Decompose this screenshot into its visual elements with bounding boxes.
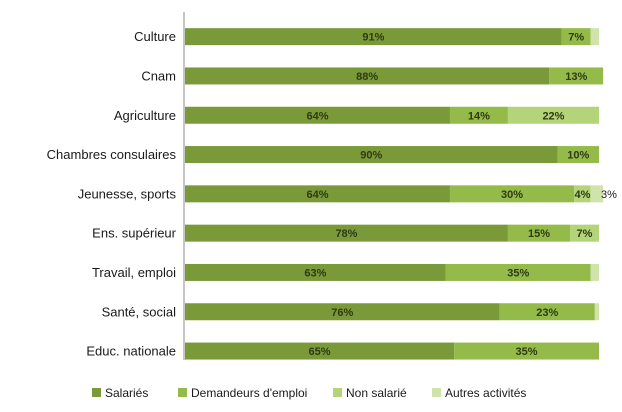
- bar-segment-salaries-cnam: [185, 67, 550, 85]
- data-label: 7%: [577, 228, 593, 240]
- bar-segment-salaries-culture: [185, 28, 562, 46]
- bar-segment-autres-activites-culture: [590, 28, 599, 46]
- data-label: 7%: [568, 32, 584, 44]
- data-label: 14%: [468, 110, 490, 122]
- bar-segment-salaries-chambres-consulaires: [185, 146, 558, 164]
- category-label-jeunesse-sports: Jeunesse, sports: [78, 186, 177, 201]
- bar-segment-demandeurs-d-emploi-sante-social: [499, 303, 595, 321]
- legend-label-demandeurs-d-emploi: Demandeurs d'emploi: [191, 386, 307, 400]
- bar-segment-demandeurs-d-emploi-jeunesse-sports: [449, 185, 575, 203]
- bar-segment-salaries-travail-emploi: [185, 263, 446, 281]
- legend-label-non-salarie: Non salarié: [346, 386, 407, 400]
- bar-segment-salaries-ens-superieur: [185, 224, 508, 242]
- category-label-chambres-consulaires: Chambres consulaires: [47, 147, 177, 162]
- data-label: 91%: [362, 32, 384, 44]
- bar-segment-demandeurs-d-emploi-agriculture: [449, 106, 508, 124]
- data-label: 15%: [528, 228, 550, 240]
- category-label-cnam: Cnam: [141, 68, 176, 83]
- bar-segment-non-salarie-jeunesse-sports: [574, 185, 591, 203]
- data-label: 64%: [306, 189, 328, 201]
- category-label-culture: Culture: [134, 29, 176, 44]
- bar-segment-salaries-jeunesse-sports: [185, 185, 450, 203]
- data-label: 63%: [304, 267, 326, 279]
- bar-segment-non-salarie-ens-superieur: [570, 224, 599, 242]
- legend-swatch-non-salarie: [333, 388, 342, 397]
- legend-label-autres-activites: Autres activités: [445, 386, 526, 400]
- legend: Salariés Demandeurs d'emploi Non salarié Au…: [92, 386, 526, 400]
- bar-segment-autres-activites-sante-social: [594, 303, 599, 321]
- bar-segment-non-salarie-agriculture: [507, 106, 599, 124]
- bar-segment-salaries-agriculture: [185, 106, 450, 124]
- bar-segment-demandeurs-d-emploi-educ-nationale: [454, 342, 599, 360]
- category-label-sante-social: Santé, social: [102, 304, 177, 319]
- category-label-ens-superieur: Ens. supérieur: [92, 226, 176, 241]
- legend-swatch-salaries: [92, 388, 101, 397]
- legend-swatch-demandeurs-d-emploi: [178, 388, 187, 397]
- bar-segment-autres-activites-jeunesse-sports: [590, 185, 604, 203]
- bar-segment-demandeurs-d-emploi-cnam: [549, 67, 604, 85]
- category-label-agriculture: Agriculture: [114, 108, 176, 123]
- category-label-educ-nationale: Educ. nationale: [86, 344, 176, 359]
- bar-segment-salaries-educ-nationale: [185, 342, 455, 360]
- bar-segment-demandeurs-d-emploi-ens-superieur: [507, 224, 571, 242]
- bar-segment-demandeurs-d-emploi-chambres-consulaires: [557, 146, 599, 164]
- legend-swatch-autres-activites: [432, 388, 441, 397]
- bar-segment-demandeurs-d-emploi-travail-emploi: [445, 263, 591, 281]
- data-label: 35%: [516, 346, 538, 358]
- bar-segment-autres-activites-travail-emploi: [590, 263, 599, 281]
- data-label: 23%: [536, 307, 558, 319]
- data-label: 65%: [309, 346, 331, 358]
- data-label: 64%: [306, 110, 328, 122]
- data-label: 13%: [565, 71, 587, 83]
- data-label: 76%: [331, 307, 353, 319]
- data-label: 22%: [542, 110, 564, 122]
- data-label: 3%: [601, 189, 617, 201]
- data-label: 88%: [356, 71, 378, 83]
- bar-segment-demandeurs-d-emploi-culture: [561, 28, 591, 46]
- data-label: 90%: [360, 150, 382, 162]
- category-label-travail-emploi: Travail, emploi: [92, 265, 176, 280]
- data-label: 10%: [567, 150, 589, 162]
- data-label: 30%: [501, 189, 523, 201]
- bars-group: Culture 91% 7% Cnam 88% 13% Agriculture 64% 14% 2…: [47, 28, 617, 360]
- data-label: 35%: [507, 267, 529, 279]
- legend-label-salaries: Salariés: [105, 386, 148, 400]
- bar-segment-salaries-sante-social: [185, 303, 500, 321]
- data-label: 4%: [574, 189, 590, 201]
- data-label: 78%: [335, 228, 357, 240]
